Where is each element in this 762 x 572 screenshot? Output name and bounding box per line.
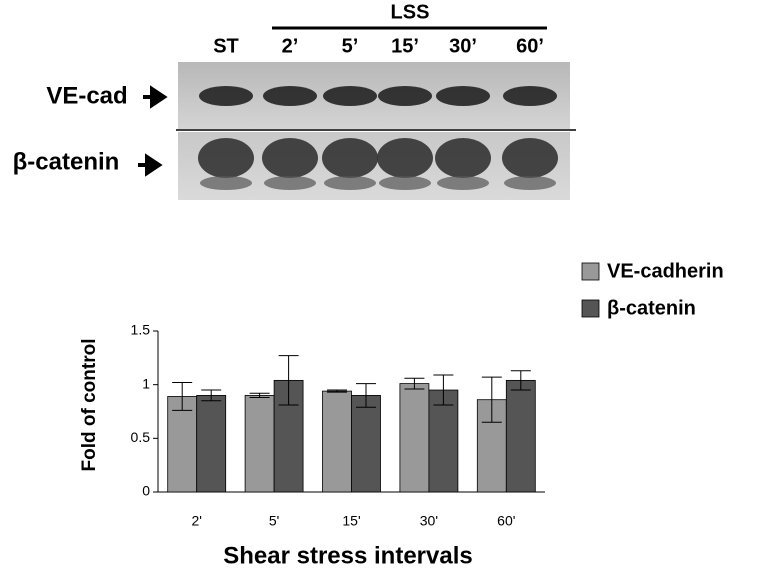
x-tick-label: 60'	[497, 513, 515, 529]
legend-label: VE-cadherin	[607, 260, 724, 282]
error-bar	[327, 389, 347, 393]
blot: ST 2’ 5’ 15’ 30’ 60’	[198, 35, 558, 190]
error-bar	[433, 374, 454, 406]
band	[322, 138, 378, 178]
legend-swatch	[581, 299, 600, 318]
y-tick-label: 1.5	[131, 322, 151, 338]
legend-swatch	[581, 262, 600, 281]
band	[379, 176, 431, 190]
band	[504, 176, 556, 190]
lane-label: 2’	[282, 35, 299, 57]
band	[323, 86, 377, 106]
lane-label: ST	[213, 35, 239, 57]
error-bar	[201, 389, 222, 402]
error-bar	[356, 383, 376, 408]
legend-label: β-catenin	[607, 297, 696, 319]
y-axis-label: Fold of control	[79, 339, 100, 472]
group-label: LSS	[391, 1, 430, 23]
y-tick-label: 0	[142, 483, 150, 499]
error-bar	[278, 355, 299, 406]
x-tick-label: 15'	[342, 513, 360, 529]
lane-label: 60’	[516, 35, 544, 57]
bar	[505, 379, 536, 493]
y-tick-label: 1	[142, 375, 150, 391]
error-bar	[172, 382, 193, 411]
band	[262, 138, 318, 178]
error-bar	[481, 376, 502, 423]
band	[435, 138, 491, 178]
band	[502, 138, 558, 178]
band	[200, 176, 252, 190]
y-tick-label: 0.5	[131, 429, 151, 445]
lane-label: 15’	[391, 35, 419, 57]
x-tick-label: 5'	[269, 513, 279, 529]
band	[263, 86, 317, 106]
row-label: VE-cad	[46, 82, 127, 109]
arrow	[143, 85, 168, 109]
bar	[399, 383, 430, 493]
band	[324, 176, 376, 190]
error-bar	[404, 377, 425, 390]
band	[264, 176, 316, 190]
arrow	[138, 153, 163, 177]
band	[437, 176, 489, 190]
band	[503, 86, 557, 106]
error-bar	[510, 370, 531, 391]
band	[377, 138, 433, 178]
bar	[351, 394, 381, 493]
band	[199, 86, 253, 106]
chart: Fold of control Shear stress intervals 0…	[79, 260, 724, 569]
lane-label: 30’	[449, 35, 477, 57]
band	[198, 138, 254, 178]
x-axis-label: Shear stress intervals	[223, 542, 472, 569]
row-label: β-catenin	[13, 148, 120, 175]
x-tick-label: 30'	[420, 513, 438, 529]
x-tick-label: 2'	[191, 513, 201, 529]
bar	[196, 394, 227, 493]
lane-label: 5’	[342, 35, 359, 57]
bar	[244, 394, 275, 493]
band	[378, 86, 432, 106]
band	[436, 86, 490, 106]
error-bar	[249, 392, 270, 399]
bar	[322, 390, 352, 493]
